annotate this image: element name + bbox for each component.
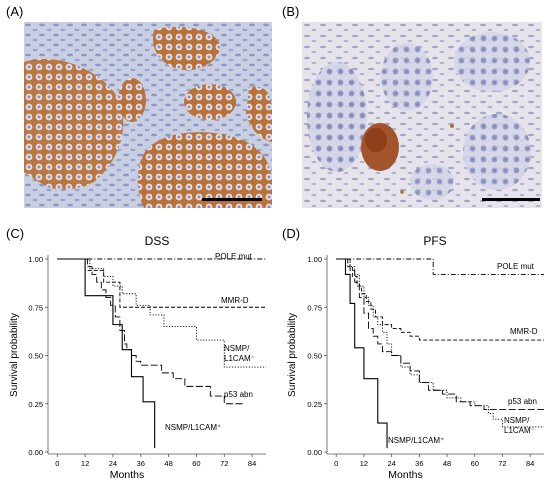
dss-series-4: [57, 258, 156, 449]
dss-series-label-3: p53 abn: [224, 390, 253, 399]
panel-label-b: (B): [282, 4, 300, 19]
pfs-y-tick-label: 0.50: [307, 352, 322, 361]
dss-y-axis-label: Survival probability: [9, 313, 20, 397]
pfs-x-tick-label: 84: [526, 459, 534, 468]
pfs-series-4: [336, 258, 388, 449]
dss-y-tick-label: 0.50: [28, 352, 43, 361]
dss-chart-title: DSS: [145, 234, 170, 248]
dss-series-label-1: MMR-D: [221, 296, 249, 305]
dss-y-tick-label: 0.75: [28, 303, 43, 312]
pfs-y-tick-label: 0.75: [307, 303, 322, 312]
dss-series-2: [57, 258, 266, 368]
dss-x-tick-label: 24: [109, 459, 117, 468]
dss-series-3: [57, 258, 243, 405]
pfs-y-axis-label: Survival probability: [287, 313, 298, 397]
dss-x-tick-label: 84: [248, 459, 256, 468]
panel-label-c: (C): [6, 226, 25, 241]
dss-y-tick-label: 0.25: [28, 400, 43, 409]
pfs-y-tick-label: 1.00: [307, 255, 322, 264]
pfs-series-label-0: POLE mut: [497, 262, 535, 271]
pfs-series-2: [336, 258, 544, 428]
dss-x-axis-label: Months: [110, 469, 144, 481]
pfs-x-tick-label: 60: [471, 459, 479, 468]
pfs-y-tick-label: 0.00: [307, 448, 322, 457]
panel-label-d: (D): [282, 226, 301, 241]
pfs-series-1: [336, 258, 544, 341]
panel-label-a: (A): [6, 4, 24, 19]
pfs-series-label-2: NSMP/: [504, 416, 530, 425]
pfs-series-label-2: L1CAM⁻: [504, 426, 535, 435]
pfs-x-tick-label: 48: [443, 459, 451, 468]
micrograph-a: [24, 22, 272, 208]
pfs-x-tick-label: 72: [498, 459, 506, 468]
dss-x-tick-label: 36: [137, 459, 145, 468]
pfs-series-0: [336, 258, 544, 275]
dss-series-label-2: NSMP/: [224, 344, 250, 353]
pfs-series-label-1: MMR-D: [510, 327, 538, 336]
pfs-chart-title: PFS: [423, 234, 446, 248]
dss-series-label-4: NSMP/L1CAM⁺: [165, 423, 221, 432]
pfs-x-axis-label: Months: [388, 469, 422, 481]
pfs-series-3: [336, 258, 544, 410]
dss-x-tick-label: 48: [164, 459, 172, 468]
dss-x-tick-label: 72: [220, 459, 228, 468]
pfs-x-tick-label: 24: [387, 459, 395, 468]
dss-x-tick-label: 60: [192, 459, 200, 468]
pfs-y-tick-label: 0.25: [307, 400, 322, 409]
pfs-x-tick-label: 12: [360, 459, 368, 468]
dss-y-tick-label: 1.00: [28, 255, 43, 264]
pfs-series-label-3: p53 abn: [508, 397, 537, 406]
dss-y-tick-label: 0.00: [28, 448, 43, 457]
pfs-x-tick-label: 36: [415, 459, 423, 468]
pfs-series-label-4: NSMP/L1CAM⁺: [388, 436, 444, 445]
micrograph-b: [302, 22, 542, 208]
pfs-x-tick-label: 0: [334, 459, 338, 468]
dss-x-tick-label: 0: [55, 459, 59, 468]
dss-series-label-0: POLE mut: [215, 252, 253, 261]
dss-x-tick-label: 12: [81, 459, 89, 468]
dss-series-label-2: L1CAM⁻: [224, 354, 255, 363]
